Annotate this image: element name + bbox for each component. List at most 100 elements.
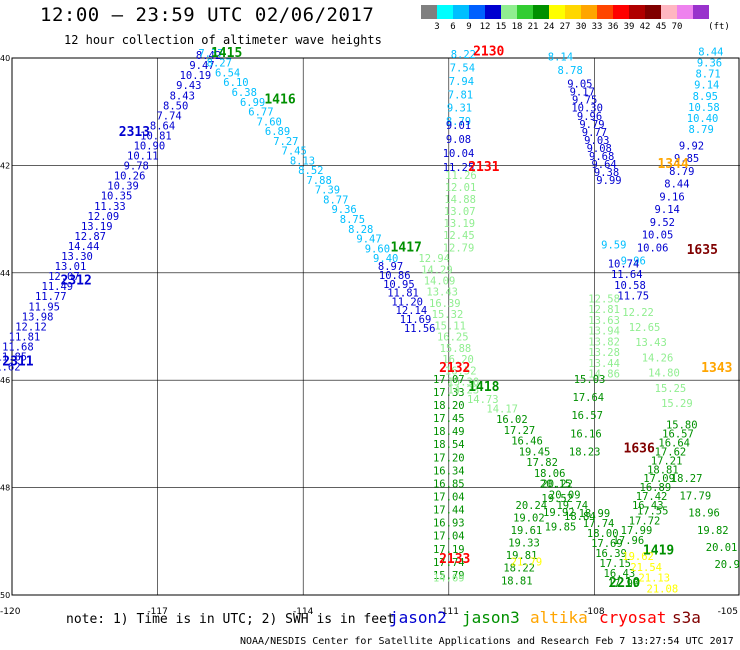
wave-height-value: 17.99 [621,525,653,537]
wave-height-value: 17.96 [613,535,645,547]
wave-height-value: 8.95 [693,91,718,103]
wave-height-value: 12.01 [445,182,477,194]
wave-height-value: 18.23 [569,446,601,458]
legend-cryosat: cryosat [599,608,667,627]
wave-height-value: 10.40 [687,113,719,125]
wave-height-value: 17.99 [608,578,640,590]
wave-height-value: 19.74 [556,500,588,512]
wave-height-value: 8.78 [557,65,582,77]
color-scale-bar [421,5,709,19]
wave-height-value: 10.19 [180,70,212,82]
wave-height-value: 20.91 [714,559,740,571]
wave-height-value: 16.93 [433,518,465,530]
wave-height-value: 13.94 [588,326,620,338]
wave-height-value: 16.39 [429,298,461,310]
wave-height-value: 12.12 [15,321,47,333]
wave-height-value: 17.74 [433,557,465,569]
wave-height-value: 6.99 [240,97,265,109]
wave-height-value: 17.82 [526,457,558,469]
y-tick-label: 46 [0,376,10,385]
wave-height-value: 16.89 [640,482,672,494]
wave-height-value: 10.58 [614,280,646,292]
wave-height-value: 7.39 [315,185,340,197]
wave-height-value: 17.15 [599,558,631,570]
y-tick-label: 40 [0,54,10,63]
wave-height-value: 8.77 [323,194,348,206]
wave-height-value: 12.79 [443,242,475,254]
wave-height-value: 9.36 [697,57,722,69]
wave-height-value: 11.69 [400,314,432,326]
track-segment: 14.69 [433,573,465,585]
wave-height-value: 7.27 [273,136,298,148]
wave-height-value: 16.02 [496,414,528,426]
legend-altika: altika [530,608,588,627]
wave-height-value: 9.68 [589,151,614,163]
color-scale-tick: 70 [671,22,683,32]
wave-height-value: 11.85 [0,351,27,363]
wave-height-value: 10.95 [383,279,415,291]
color-scale-swatch [677,5,693,19]
wave-height-value: 10.30 [571,103,603,115]
wave-height-value: 12.65 [629,322,661,334]
track-segment: 8.148.78 [548,52,583,77]
wave-height-value: 9.08 [446,134,471,146]
wave-height-value: 17.42 [636,491,668,503]
wave-height-value: 10.90 [134,140,166,152]
pass-time-label: 1636 [624,442,655,457]
color-scale-tick: 36 [607,22,619,32]
color-scale-tick: 3 [434,22,440,32]
wave-height-value: 19.81 [506,550,538,562]
wave-height-value: 9.01 [446,120,471,132]
wave-height-value: 9.47 [189,60,214,72]
wave-height-value: 15.30 [448,377,480,389]
wave-height-value: 17.55 [637,505,669,517]
wave-height-value: 19.82 [697,525,729,537]
wave-height-value: 18.99 [579,508,611,520]
wave-height-value: 8.52 [298,165,323,177]
wave-height-value: 16.85 [433,478,465,490]
wave-height-value: 6.10 [223,77,248,89]
wave-height-value: 11.56 [404,323,436,335]
wave-height-value: 20.15 [540,479,572,491]
pass-time-label: 2131 [468,160,499,175]
track-segment: 9.059.179.7510.309.969.799.779.039.089.6… [567,79,621,188]
wave-height-value: 19.62 [622,551,654,563]
wave-height-value: 8.44 [664,179,689,191]
color-scale-tick: 18 [511,22,523,32]
wave-height-value: 14.44 [68,241,100,253]
legend-jason3: jason3 [462,608,520,627]
track-segment: 15.03 17.64 16.57 16.16 18.23 [569,374,605,458]
wave-height-value: 10.06 [637,242,669,254]
color-scale-unit: (ft) [708,22,730,32]
wave-height-value: 11.81 [387,288,419,300]
pass-time-label: 2210 [609,576,640,591]
wave-height-value: 16.46 [511,436,543,448]
chart-subtitle: 12 hour collection of altimeter wave hei… [64,33,382,47]
wave-height-value: 9.79 [579,119,604,131]
y-tick-label: 50 [0,591,10,600]
wave-height-value: 10.58 [688,102,720,114]
wave-height-value: 20.01 [706,542,738,554]
wave-height-value: 8.71 [695,69,720,81]
track-segment: 9.01 9.08 10.04 11.25 [443,120,475,174]
wave-height-value: 7.45 [282,146,307,158]
wave-height-value: 9.77 [582,127,607,139]
wave-height-value: 16.16 [570,428,602,440]
wave-height-value: 13.01 [55,261,87,273]
wave-height-value: 13.19 [444,218,476,230]
track-segment: 12.9414.2914.0913.4316.3915.3215.1116.25… [418,253,479,389]
wave-height-value: 16.57 [571,410,603,422]
wave-height-value: 12.87 [74,231,106,243]
wave-height-value: 11.33 [94,201,126,213]
wave-height-value: 13.43 [426,287,458,299]
wave-height-value: 16.39 [595,548,627,560]
wave-height-value: 13.63 [588,315,620,327]
color-scale-tick: 12 [479,22,491,32]
color-scale-swatch [469,5,485,19]
color-scale-tick: 24 [543,22,555,32]
wave-height-value: 21.08 [647,583,679,595]
wave-height-value: 18.96 [688,508,720,520]
wave-height-value: 19.52 [541,493,573,505]
